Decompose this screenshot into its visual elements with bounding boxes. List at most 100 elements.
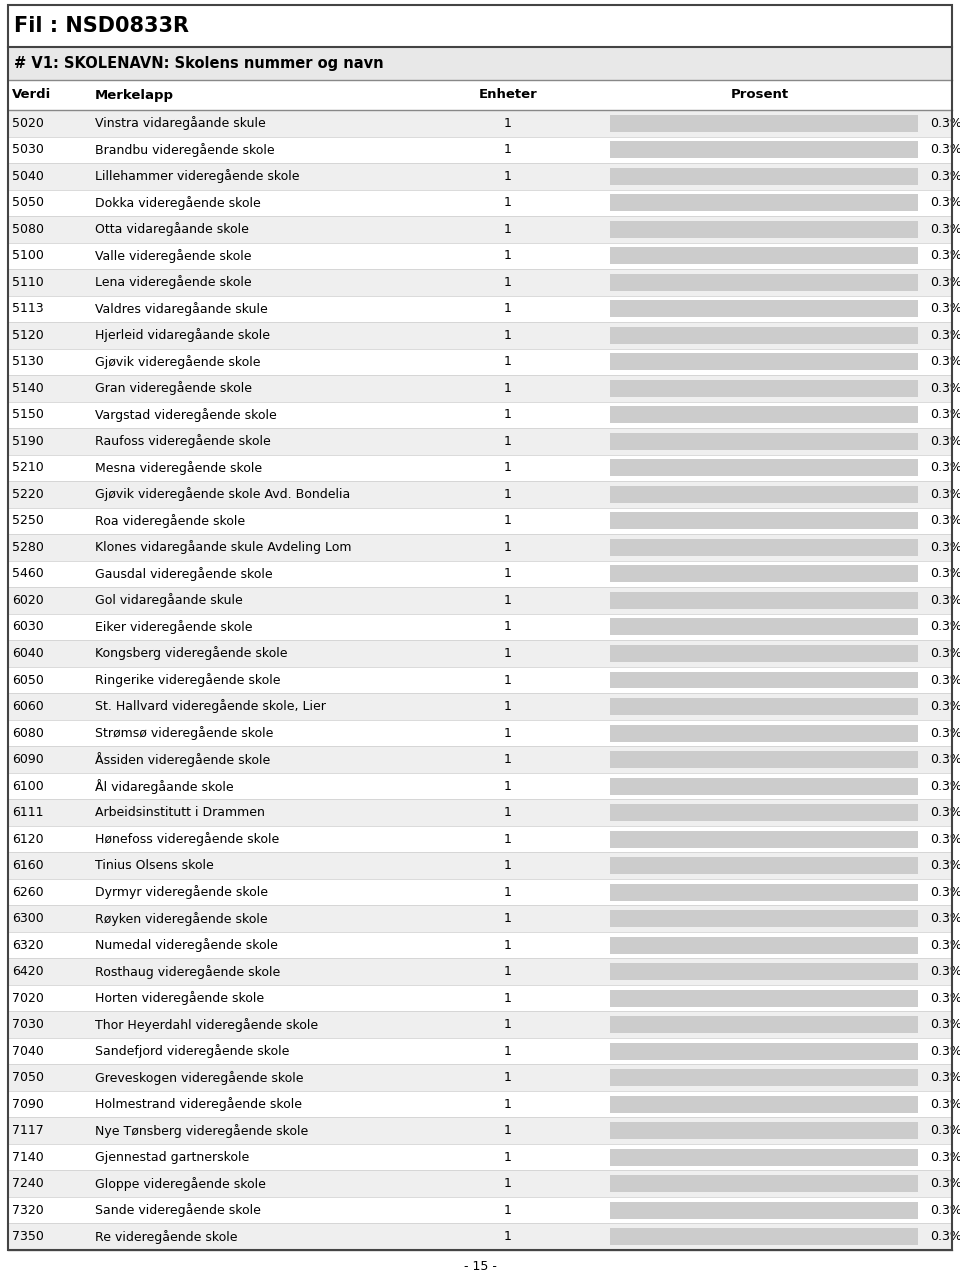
Bar: [610, 645, 918, 663]
Text: 1: 1: [504, 966, 512, 978]
Bar: [8, 163, 952, 190]
Bar: [610, 327, 918, 344]
Text: Fil : NSD0833R: Fil : NSD0833R: [14, 15, 189, 36]
Bar: [8, 587, 952, 614]
Text: 0.3%: 0.3%: [930, 1125, 960, 1138]
Text: 6160: 6160: [12, 859, 43, 872]
Bar: [8, 375, 952, 402]
Text: 0.3%: 0.3%: [930, 408, 960, 421]
Text: 1: 1: [504, 752, 512, 767]
Text: Verdi: Verdi: [12, 89, 51, 101]
Text: 6320: 6320: [12, 939, 43, 951]
Text: Valle videregående skole: Valle videregående skole: [95, 249, 252, 263]
Bar: [610, 963, 918, 980]
Text: 0.3%: 0.3%: [930, 169, 960, 182]
Bar: [8, 48, 952, 80]
Text: 5460: 5460: [12, 568, 44, 580]
Bar: [610, 300, 918, 317]
Bar: [610, 831, 918, 847]
Text: Merkelapp: Merkelapp: [95, 89, 174, 101]
Text: Ringerike videregående skole: Ringerike videregående skole: [95, 673, 280, 687]
Bar: [610, 114, 918, 132]
Text: 6040: 6040: [12, 647, 44, 660]
Text: 1: 1: [504, 1150, 512, 1163]
Bar: [610, 460, 918, 476]
Bar: [8, 243, 952, 270]
Text: 0.3%: 0.3%: [930, 461, 960, 474]
Text: 1: 1: [504, 169, 512, 182]
Text: 6020: 6020: [12, 594, 44, 607]
Bar: [8, 800, 952, 826]
Text: Klones vidaregåande skule Avdeling Lom: Klones vidaregåande skule Avdeling Lom: [95, 541, 351, 555]
Text: 0.3%: 0.3%: [930, 276, 960, 289]
Text: Greveskogen videregående skole: Greveskogen videregående skole: [95, 1071, 303, 1085]
Bar: [610, 248, 918, 265]
Text: 0.3%: 0.3%: [930, 1098, 960, 1111]
Bar: [610, 407, 918, 424]
Bar: [610, 724, 918, 741]
Text: 5100: 5100: [12, 249, 44, 262]
Bar: [8, 136, 952, 163]
Text: 1: 1: [504, 594, 512, 607]
Bar: [610, 1070, 918, 1086]
Text: 1: 1: [504, 700, 512, 713]
Text: 0.3%: 0.3%: [930, 886, 960, 899]
Bar: [8, 1012, 952, 1037]
Text: 0.3%: 0.3%: [930, 1230, 960, 1243]
Text: Vargstad videregående skole: Vargstad videregående skole: [95, 408, 276, 422]
Text: 1: 1: [504, 1045, 512, 1058]
Text: 1: 1: [504, 381, 512, 395]
Text: 0.3%: 0.3%: [930, 939, 960, 951]
Text: Gran videregående skole: Gran videregående skole: [95, 381, 252, 395]
Text: 1: 1: [504, 144, 512, 157]
Text: Hønefoss videregående skole: Hønefoss videregående skole: [95, 832, 279, 846]
Text: - 15 -: - 15 -: [464, 1261, 496, 1274]
Text: 5250: 5250: [12, 515, 44, 528]
Text: Raufoss videregående skole: Raufoss videregående skole: [95, 434, 271, 448]
Text: Gausdal videregående skole: Gausdal videregående skole: [95, 568, 273, 580]
Bar: [8, 826, 952, 853]
Text: 5150: 5150: [12, 408, 44, 421]
Bar: [610, 512, 918, 529]
Text: 1: 1: [504, 779, 512, 792]
Text: 5020: 5020: [12, 117, 44, 130]
Text: 0.3%: 0.3%: [930, 249, 960, 262]
Text: 6030: 6030: [12, 620, 44, 633]
Bar: [610, 592, 918, 609]
Text: Sande videregående skole: Sande videregående skole: [95, 1203, 261, 1217]
Bar: [610, 910, 918, 927]
Text: 1: 1: [504, 302, 512, 316]
Text: 7090: 7090: [12, 1098, 44, 1111]
Text: 1: 1: [504, 435, 512, 448]
Text: 1: 1: [504, 727, 512, 740]
Text: 1: 1: [504, 1018, 512, 1031]
Text: Vinstra vidaregåande skule: Vinstra vidaregåande skule: [95, 117, 266, 130]
Bar: [8, 853, 952, 878]
Bar: [610, 273, 918, 290]
Text: 1: 1: [504, 1203, 512, 1217]
Text: Kongsberg videregående skole: Kongsberg videregående skole: [95, 647, 287, 660]
Text: 6260: 6260: [12, 886, 43, 899]
Text: 0.3%: 0.3%: [930, 1071, 960, 1084]
Bar: [8, 773, 952, 800]
Text: 0.3%: 0.3%: [930, 1177, 960, 1190]
Text: Gjøvik videregående skole: Gjøvik videregående skole: [95, 354, 260, 369]
Text: 1: 1: [504, 223, 512, 236]
Text: Sandefjord videregående skole: Sandefjord videregående skole: [95, 1044, 289, 1058]
Bar: [8, 878, 952, 905]
Text: Strømsø videregående skole: Strømsø videregående skole: [95, 725, 274, 740]
Text: 0.3%: 0.3%: [930, 1018, 960, 1031]
Text: 1: 1: [504, 541, 512, 553]
Bar: [8, 507, 952, 534]
Text: 0.3%: 0.3%: [930, 223, 960, 236]
Text: 6090: 6090: [12, 752, 44, 767]
Bar: [610, 883, 918, 900]
Bar: [8, 720, 952, 746]
Text: Numedal videregående skole: Numedal videregående skole: [95, 939, 277, 953]
Text: 0.3%: 0.3%: [930, 515, 960, 528]
Bar: [8, 428, 952, 455]
Text: 0.3%: 0.3%: [930, 568, 960, 580]
Bar: [610, 990, 918, 1007]
Text: 1: 1: [504, 1098, 512, 1111]
Bar: [610, 1122, 918, 1139]
